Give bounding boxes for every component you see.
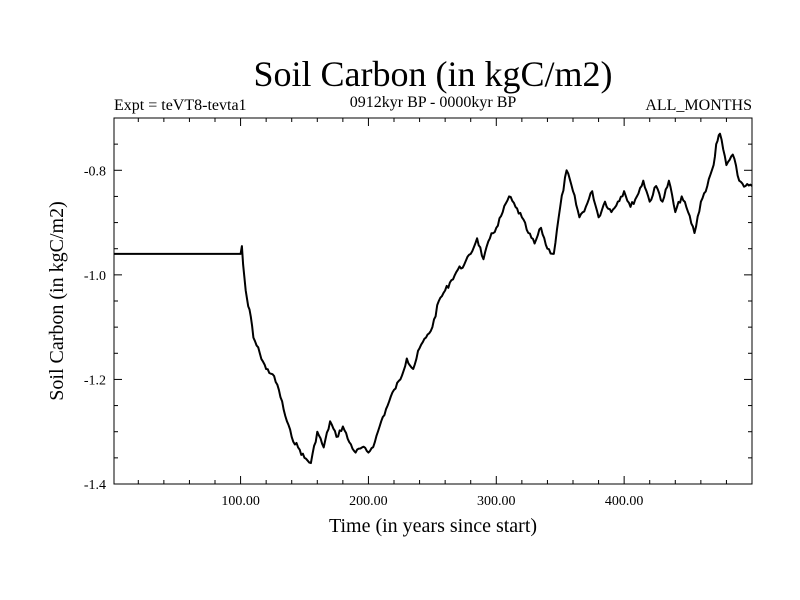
subtitle-right: ALL_MONTHS: [645, 97, 752, 114]
chart-title: Soil Carbon (in kgC/m2): [254, 54, 613, 94]
axis-ticks: [114, 117, 752, 485]
plot-frame: [113, 117, 753, 485]
y-tick-label: -1.2: [84, 373, 106, 388]
x-tick-label: 100.00: [221, 494, 260, 509]
subtitle-left: Expt = teVT8-tevta1: [114, 97, 247, 114]
subtitle-center: 0912kyr BP - 0000kyr BP: [350, 94, 517, 111]
y-tick-label: -1.4: [84, 478, 106, 493]
y-axis-label: Soil Carbon (in kgC/m2): [46, 201, 68, 400]
x-tick-label: 200.00: [349, 494, 388, 509]
x-tick-label: 400.00: [605, 494, 644, 509]
x-tick-label: 300.00: [477, 494, 516, 509]
series-line-soil-carbon: [114, 132, 753, 465]
axis-tick-labels: 100.00 200.00 300.00 400.00 -0.8 -1.0 -1.2 -1.4: [84, 164, 644, 509]
y-tick-label: -0.8: [84, 164, 106, 179]
y-tick-label: -1.0: [84, 269, 106, 284]
x-axis-label: Time (in years since start): [329, 515, 537, 537]
